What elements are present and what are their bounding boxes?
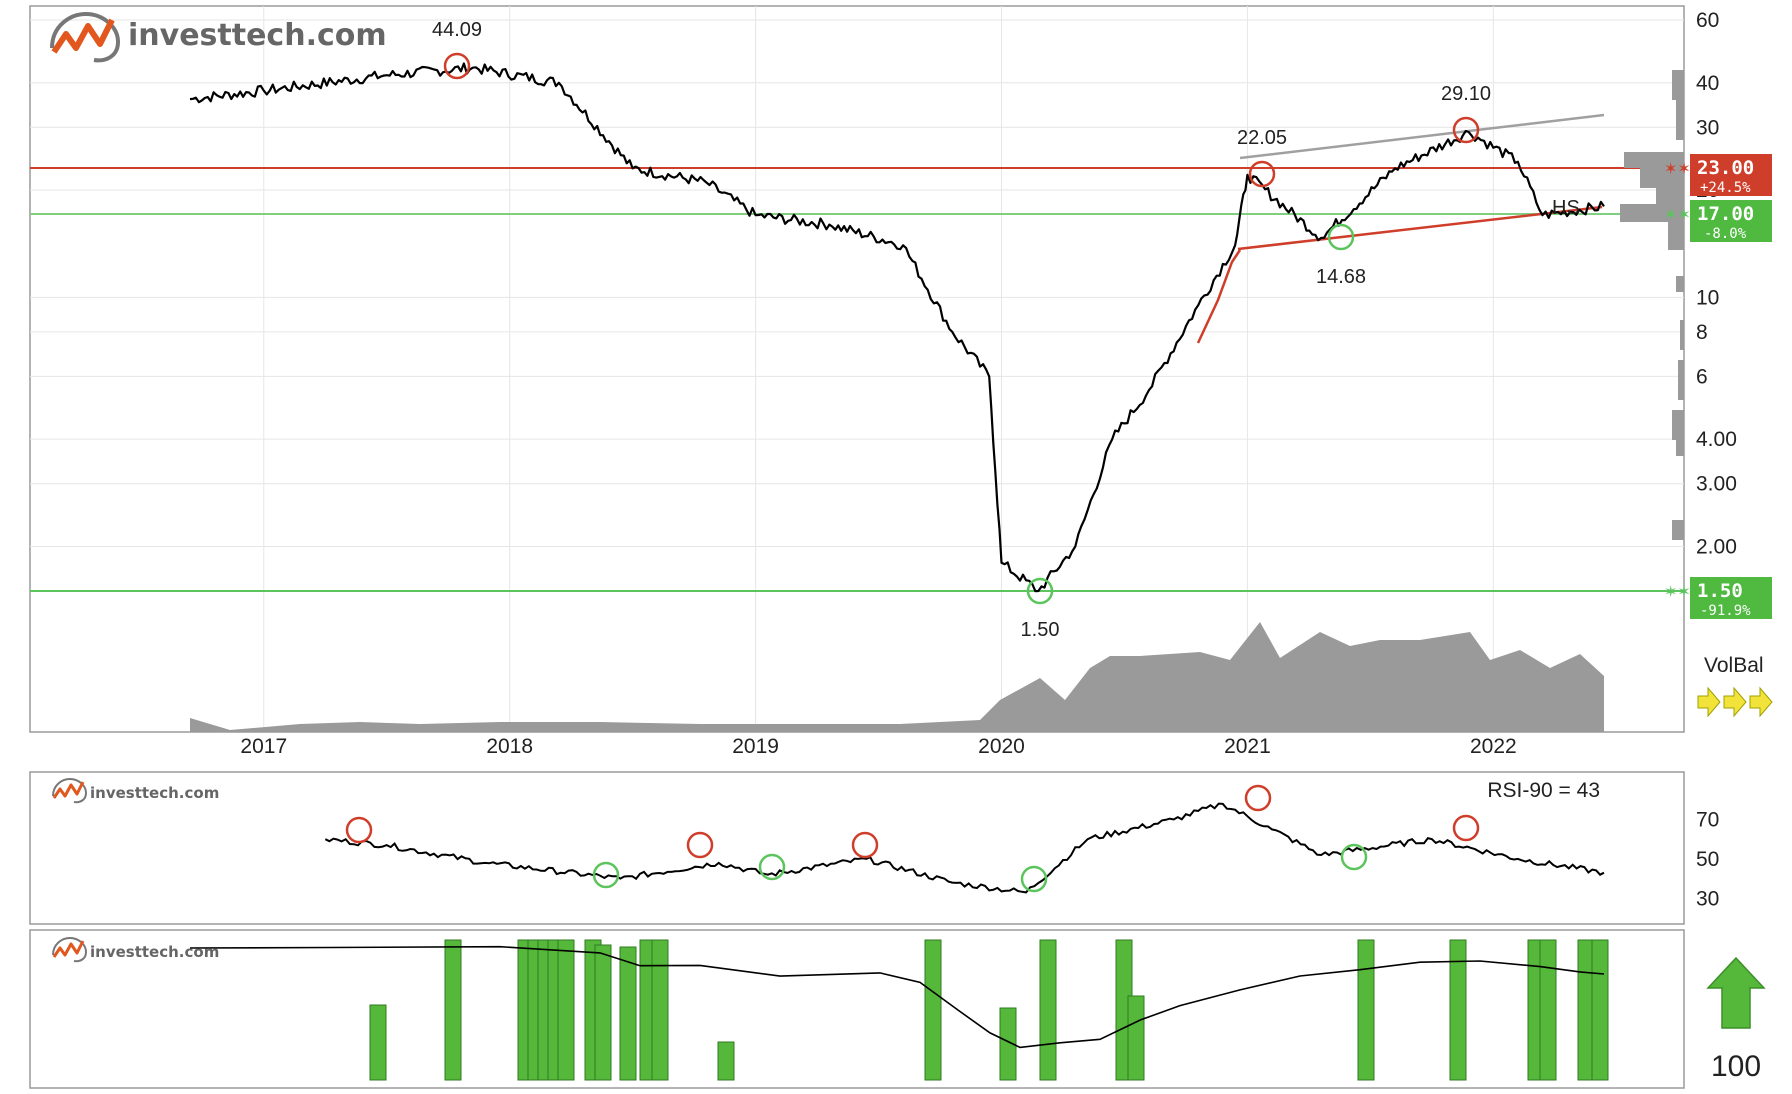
- y-tick-label: 30: [1696, 116, 1719, 139]
- rsi-value-label: RSI-90 = 43: [1487, 779, 1600, 802]
- level-arrow-17: ✶✶: [1664, 205, 1691, 224]
- badge-23-change: +24.5%: [1700, 180, 1751, 196]
- y-tick-label: 4.00: [1696, 428, 1737, 451]
- signal-bar: [1127, 995, 1145, 1081]
- volume-profile: [1620, 70, 1684, 540]
- signal-bar: [594, 944, 612, 1081]
- signal-bars: [369, 939, 1609, 1081]
- signal-bar: [717, 1041, 735, 1081]
- y-tick-label: 8: [1696, 321, 1708, 344]
- rsi-y-axis: 70 50 30: [1696, 809, 1719, 911]
- signal-line: [189, 945, 1605, 1049]
- rsi-y-tick-label: 50: [1696, 848, 1719, 871]
- price-series-line: [189, 62, 1605, 593]
- svg-text:✶✶: ✶✶: [1664, 205, 1691, 224]
- badge-1-50-change: -91.9%: [1700, 603, 1751, 619]
- rsi-y-tick-label: 70: [1696, 809, 1719, 832]
- rsi-y-tick-label: 30: [1696, 887, 1719, 910]
- price-panel-frame: [29, 5, 1685, 733]
- level-arrow-1-50: ✶✶: [1664, 582, 1691, 601]
- svg-text:investtech.com: investtech.com: [90, 943, 219, 961]
- rsi-panel-frame: [29, 771, 1685, 925]
- y-tick-label: 3.00: [1696, 473, 1737, 496]
- three-right-arrows-icon: [1697, 686, 1773, 718]
- investtech-logo-mark: [50, 11, 121, 63]
- signal-panel-frame: [29, 929, 1685, 1089]
- signal-bar: [1449, 939, 1467, 1081]
- signal-bar: [1039, 939, 1057, 1081]
- signal-bar: [369, 1004, 387, 1081]
- signal-bar: [1591, 939, 1609, 1081]
- price-y-axis: 6040302010864.003.002.00: [1696, 9, 1737, 558]
- volbal-area: [190, 622, 1604, 732]
- badge-level-17: 17.00 -8.0%: [1690, 200, 1772, 242]
- price-gridlines: [30, 6, 1684, 732]
- level-arrow-23: ✶✶: [1664, 159, 1691, 178]
- top-marker-22: [1248, 160, 1276, 188]
- x-tick-label: 2020: [978, 735, 1025, 758]
- rsi-logo: investtech.com: [52, 777, 219, 804]
- signal-bar: [651, 939, 669, 1081]
- label-bottom-1-50: 1.50: [1021, 619, 1060, 641]
- badge-level-23: 23.00 +24.5%: [1690, 154, 1772, 196]
- svg-text:investtech.com: investtech.com: [90, 784, 219, 802]
- bottom-marker-14: [1327, 223, 1355, 251]
- label-trough-14: 14.68: [1316, 266, 1366, 288]
- pattern-label-hs: HS: [1552, 197, 1580, 219]
- signal-bar: [1357, 939, 1375, 1081]
- svg-text:✶✶: ✶✶: [1664, 582, 1691, 601]
- svg-text:✶✶: ✶✶: [1664, 159, 1691, 178]
- svg-text:investtech.com: investtech.com: [128, 18, 387, 53]
- badge-17-change: -8.0%: [1704, 226, 1747, 242]
- x-tick-label: 2021: [1224, 735, 1271, 758]
- x-tick-label: 2019: [732, 735, 779, 758]
- signal-bar: [444, 939, 462, 1081]
- signal-panel: investtech.com 100: [29, 929, 1766, 1089]
- top-marker-44: [443, 52, 471, 80]
- badge-17-value: 17.00: [1697, 203, 1754, 225]
- price-x-axis: 2017 2018 2019 2020 2021 2022: [240, 735, 1516, 758]
- rsi-series-line: [324, 802, 1605, 894]
- volbal-label: VolBal: [1704, 654, 1764, 677]
- x-tick-label: 2018: [486, 735, 533, 758]
- score-value: 100: [1711, 1050, 1761, 1083]
- label-peak-44: 44.09: [432, 19, 482, 41]
- signal-bar: [924, 939, 942, 1081]
- label-peak-29: 29.10: [1441, 83, 1491, 105]
- rsi-markers: [345, 784, 1480, 893]
- badge-level-1-50: 1.50 -91.9%: [1690, 577, 1772, 619]
- signal-bar: [557, 939, 575, 1081]
- y-tick-label: 60: [1696, 9, 1719, 32]
- y-tick-label: 2.00: [1696, 535, 1737, 558]
- signal-bar: [1539, 939, 1557, 1081]
- bottom-marker-1-50: [1026, 577, 1054, 605]
- breakout-line: [1196, 249, 1242, 344]
- y-tick-label: 40: [1696, 72, 1719, 95]
- rsi-panel: investtech.com RSI-90 = 43 70 50 30: [29, 771, 1719, 925]
- logo-suffix: .com: [306, 18, 387, 53]
- top-marker-29: [1452, 116, 1480, 144]
- x-tick-label: 2017: [240, 735, 287, 758]
- investtech-logo: investtech.com: [50, 11, 387, 63]
- signal-bar: [619, 946, 637, 1081]
- upper-trend-line: [1239, 113, 1605, 160]
- price-panel: investtech.com 44.09 22.05 29.10 14.68 1…: [29, 5, 1773, 758]
- label-peak-22: 22.05: [1237, 127, 1287, 149]
- up-arrow-icon: [1706, 956, 1766, 1029]
- y-tick-label: 10: [1696, 286, 1719, 309]
- signal-logo: investtech.com: [52, 936, 219, 963]
- signal-bar: [999, 1007, 1017, 1081]
- x-tick-label: 2022: [1470, 735, 1517, 758]
- logo-text: investtech: [128, 18, 306, 53]
- badge-1-50-value: 1.50: [1697, 580, 1743, 602]
- badge-23-value: 23.00: [1697, 157, 1754, 179]
- y-tick-label: 6: [1696, 365, 1708, 388]
